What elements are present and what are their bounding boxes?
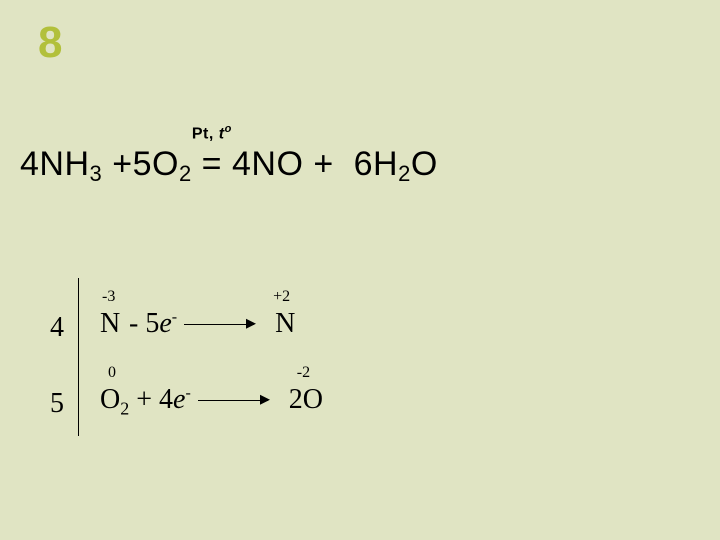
plus: +	[303, 145, 343, 183]
arrow-icon	[198, 395, 268, 405]
plus: +	[102, 145, 132, 183]
product-n: N	[275, 308, 295, 339]
reaction-condition: Pt, to	[192, 123, 232, 143]
slide-number: 8	[38, 18, 62, 68]
coef-h2o: 6	[354, 145, 373, 183]
h2o-sub: 2	[398, 161, 411, 186]
reactant-n: N	[100, 308, 120, 339]
o2-sub: 2	[179, 161, 192, 186]
h2o-h: H	[373, 145, 398, 183]
cond-degree: o	[225, 123, 232, 135]
coef-o2: 5	[133, 145, 152, 183]
half-reactions: 4 5 -3 N - 5e- +2 N 0 O2 + 4e- -2 2O	[50, 280, 470, 450]
electron-op: - 5	[122, 308, 159, 339]
h2o-o: O	[411, 145, 438, 183]
product-2o: 2O	[289, 384, 323, 415]
reduction-half-reaction: 0 O2 + 4e- -2 2O	[100, 384, 323, 420]
ox-state-right: +2	[273, 288, 290, 306]
multiplier-top: 4	[50, 312, 64, 344]
electron-e: e	[159, 308, 171, 339]
reactant-o2: O2	[100, 384, 129, 415]
no: NO	[251, 145, 303, 183]
electron-e: e	[173, 384, 185, 415]
slide: 8 4NH3 +5O2 Pt, to = 4NO + 6H2O 4 5 -3 N…	[0, 0, 720, 540]
o2-base: O	[152, 145, 179, 183]
nh3-sub: 3	[90, 161, 103, 186]
nh3-base: NH	[39, 145, 89, 183]
chemical-equation: 4NH3 +5O2 Pt, to = 4NO + 6H2O	[20, 145, 438, 184]
oxidation-half-reaction: -3 N - 5e- +2 N	[100, 308, 295, 340]
multiplier-bottom: 5	[50, 388, 64, 420]
electron-sup: -	[185, 385, 190, 402]
arrow-icon	[184, 319, 254, 329]
vertical-divider	[78, 278, 79, 436]
ox-state-left: -3	[102, 288, 115, 306]
h2o: H2O	[373, 145, 438, 183]
electron-op: + 4	[129, 384, 173, 415]
equals-with-condition: Pt, to =	[202, 145, 222, 184]
cond-catalyst: Pt,	[192, 125, 219, 142]
ox-state-left: 0	[108, 364, 116, 382]
coef-no: 4	[232, 145, 251, 183]
ox-state-right: -2	[297, 364, 310, 382]
nh3: NH3	[39, 145, 102, 183]
coef-nh3: 4	[20, 145, 39, 183]
equals-sign: =	[202, 145, 222, 183]
o2: O2	[152, 145, 192, 183]
electron-sup: -	[172, 309, 177, 326]
